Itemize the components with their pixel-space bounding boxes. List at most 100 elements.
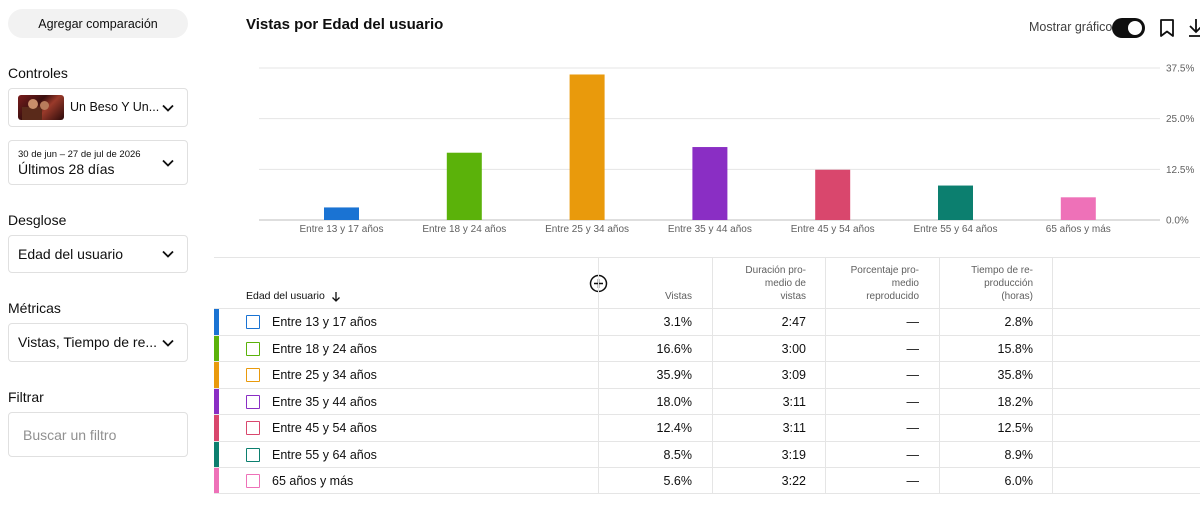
watch-time-cell: 12.5% <box>997 421 1033 435</box>
controls-heading: Controles <box>8 65 68 81</box>
avg-percent-cell: — <box>906 421 920 435</box>
bookmark-icon[interactable] <box>1158 18 1176 38</box>
column-divider <box>712 258 713 493</box>
chart-bar[interactable] <box>324 207 359 220</box>
column-divider <box>598 258 599 493</box>
row-checkbox[interactable] <box>246 474 260 488</box>
views-cell: 35.9% <box>656 368 692 382</box>
x-category-label: Entre 45 y 54 años <box>791 224 875 235</box>
watch-time-cell: 15.8% <box>997 341 1033 356</box>
avg-percent-column-header[interactable]: Porcentaje pro- medio reproducido <box>851 264 919 303</box>
row-checkbox[interactable] <box>246 368 260 382</box>
row-label: Entre 18 y 24 años <box>272 341 377 356</box>
avg-duration-column-header[interactable]: Duración pro- medio de vistas <box>745 264 806 303</box>
views-cell: 18.0% <box>656 394 692 409</box>
series-color-stripe <box>214 309 219 335</box>
metrics-select[interactable]: Vistas, Tiempo de re... <box>8 323 188 362</box>
chevron-down-icon <box>162 104 174 112</box>
chart-bar[interactable] <box>569 74 605 220</box>
video-thumbnail <box>18 95 64 120</box>
table-top-border <box>214 257 1200 258</box>
filter-input[interactable]: Buscar un filtro <box>8 412 188 457</box>
date-range-select[interactable]: 30 de jun – 27 de jul de 2026 Últimos 28… <box>8 140 188 185</box>
series-color-stripe <box>214 335 219 361</box>
row-checkbox[interactable] <box>246 315 260 329</box>
filter-placeholder: Buscar un filtro <box>23 427 117 443</box>
column-divider <box>939 258 940 493</box>
watch-time-cell: 2.8% <box>1004 315 1034 329</box>
row-label: Entre 25 y 34 años <box>272 368 377 382</box>
avg-percent-cell: — <box>906 341 920 356</box>
table-row: Entre 25 y 34 años 35.9% 3:09 — 35.8% <box>214 361 1200 388</box>
x-category-label: Entre 55 y 64 años <box>914 224 998 235</box>
toggle-knob <box>1128 21 1142 35</box>
header-line: reproducido <box>866 291 919 302</box>
x-category-label: Entre 35 y 44 años <box>668 224 752 235</box>
header-line: medio de <box>764 278 806 289</box>
y-tick-label: 12.5% <box>1166 165 1194 176</box>
y-tick-label: 37.5% <box>1166 64 1194 75</box>
age-bar-chart: 37.5% 25.0% 12.5% 0.0% Entre 13 y 17 años Ent… <box>259 64 1194 235</box>
y-tick-label: 25.0% <box>1166 114 1194 125</box>
series-color-stripe <box>214 362 219 388</box>
show-chart-toggle[interactable] <box>1112 18 1145 38</box>
filter-heading: Filtrar <box>8 389 44 405</box>
chart-bar[interactable] <box>692 147 728 220</box>
avg-percent-cell: — <box>906 447 920 462</box>
views-cell: 12.4% <box>656 421 692 435</box>
table-row: Entre 45 y 54 años 12.4% 3:11 — 12.5% <box>214 414 1200 441</box>
views-cell: 16.6% <box>656 341 692 356</box>
column-divider <box>1052 258 1053 493</box>
header-line: Porcentaje pro- <box>850 265 919 276</box>
watch-time-column-header[interactable]: Tiempo de re- producción (horas) <box>971 264 1033 303</box>
row-checkbox[interactable] <box>246 341 260 356</box>
views-column-header[interactable]: Vistas <box>664 291 692 302</box>
x-category-label: Entre 13 y 17 años <box>300 224 384 235</box>
row-label: Entre 55 y 64 años <box>272 447 377 462</box>
chart-bar[interactable] <box>446 152 482 220</box>
avg-duration-cell: 3:09 <box>781 368 806 382</box>
watch-time-cell: 8.9% <box>1004 447 1034 462</box>
date-range-label: Últimos 28 días <box>18 161 115 177</box>
views-cell: 3.1% <box>663 315 693 329</box>
sort-header-dimension[interactable]: Edad del usuario <box>246 290 341 302</box>
avg-percent-cell: — <box>906 394 920 409</box>
breakdown-heading: Desglose <box>8 212 67 228</box>
header-line: Duración pro- <box>745 265 806 276</box>
avg-percent-cell: — <box>906 474 920 488</box>
breakdown-value: Edad del usuario <box>18 246 124 262</box>
page-title: Vistas por Edad del usuario <box>246 16 444 33</box>
header-line: Tiempo de re- <box>971 265 1033 276</box>
row-checkbox[interactable] <box>246 421 260 435</box>
breakdown-select[interactable]: Edad del usuario <box>8 235 188 273</box>
table-row: Entre 35 y 44 años 18.0% 3:11 — 18.2% <box>214 387 1200 414</box>
x-category-label: 65 años y más <box>1046 224 1111 235</box>
series-color-stripe <box>214 388 219 414</box>
y-tick-label: 0.0% <box>1166 216 1189 227</box>
series-color-stripe <box>214 415 219 441</box>
add-comparison-button[interactable]: Agregar comparación <box>8 9 188 38</box>
chart-bar[interactable] <box>1060 197 1096 220</box>
row-checkbox[interactable] <box>246 394 260 409</box>
avg-duration-cell: 3:11 <box>782 394 806 409</box>
video-select[interactable]: Un Beso Y Un... <box>8 88 188 127</box>
views-cell: 5.6% <box>663 474 693 488</box>
watch-time-cell: 6.0% <box>1004 474 1034 488</box>
table-row: Entre 18 y 24 años 16.6% 3:00 — 15.8% <box>214 334 1200 361</box>
chevron-down-icon <box>162 250 174 258</box>
avg-percent-cell: — <box>906 315 920 329</box>
avg-duration-cell: 3:00 <box>781 341 806 356</box>
row-checkbox[interactable] <box>246 447 260 462</box>
chevron-down-icon <box>162 159 174 167</box>
header-line: vistas <box>780 291 806 302</box>
row-label: Entre 35 y 44 años <box>272 394 377 409</box>
chart-bar[interactable] <box>938 185 973 220</box>
date-range-dates: 30 de jun – 27 de jul de 2026 <box>18 149 141 160</box>
column-divider <box>825 258 826 493</box>
header-line: medio <box>891 278 919 289</box>
row-label: Entre 45 y 54 años <box>272 421 377 435</box>
watch-time-cell: 35.8% <box>997 368 1033 382</box>
table-row: 65 años y más 5.6% 3:22 — 6.0% <box>214 467 1200 494</box>
chart-bar[interactable] <box>815 169 851 220</box>
download-icon[interactable] <box>1188 17 1200 39</box>
